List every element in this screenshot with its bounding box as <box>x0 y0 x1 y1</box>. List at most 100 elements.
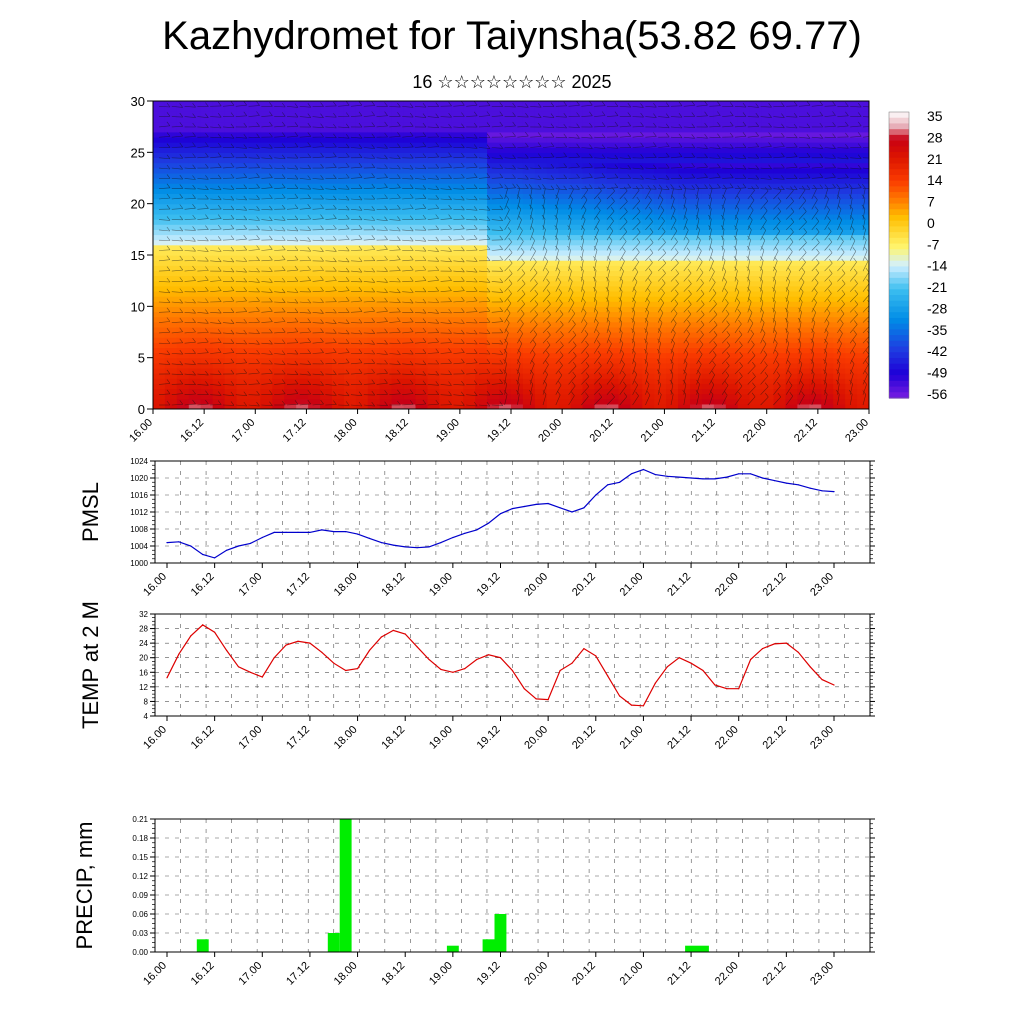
temperature-cell <box>845 296 858 302</box>
temperature-cell <box>415 239 429 246</box>
temperature-cell <box>439 265 452 271</box>
temperature-cell <box>630 244 643 251</box>
temperature-cell <box>725 311 739 318</box>
temperature-cell <box>546 316 560 323</box>
temperature-cell <box>618 388 631 395</box>
wind-barb-flag <box>281 255 286 260</box>
wind-barb <box>299 188 311 190</box>
temperature-cell <box>654 301 667 307</box>
temperature-cell <box>570 301 584 307</box>
temperature-cell <box>713 352 727 359</box>
temperature-cell <box>833 188 846 194</box>
wind-barb <box>299 229 311 231</box>
temperature-cell <box>737 162 751 169</box>
temperature-cell <box>320 121 333 128</box>
temperature-cell <box>773 249 787 256</box>
temperature-cell <box>725 136 739 143</box>
temperature-cell <box>558 265 572 271</box>
temperature-cell <box>272 229 285 236</box>
temperature-cell <box>355 342 369 348</box>
temperature-cell <box>654 116 667 123</box>
temperature-cell <box>153 167 166 174</box>
temperature-cell <box>701 306 715 313</box>
temperature-cell <box>606 265 619 271</box>
wind-barb <box>222 239 235 241</box>
wind-barb-flag <box>205 359 209 365</box>
temperature-cell <box>713 306 727 313</box>
wind-barb-flag <box>435 102 440 107</box>
wind-barb-flag <box>230 358 235 363</box>
temperature-cell <box>642 188 655 194</box>
temperature-cell <box>415 373 429 379</box>
temperature-cell <box>391 352 405 359</box>
temperature-cell <box>415 183 429 189</box>
temperature-cell <box>272 121 285 128</box>
temperature-cell <box>248 393 261 400</box>
temperature-cell <box>343 321 357 328</box>
temperature-cell <box>737 265 751 271</box>
temperature-cell <box>511 301 524 307</box>
temperature-cell <box>785 101 798 107</box>
temperature-cell <box>379 383 393 390</box>
temperature-cell <box>236 357 250 364</box>
temperature-cell <box>475 347 488 354</box>
wind-barb-flag <box>205 204 209 209</box>
temperature-cell <box>582 239 596 246</box>
temperature-cell <box>176 306 190 313</box>
wind-barb <box>414 331 427 334</box>
wind-barb <box>363 353 375 355</box>
temperature-cell <box>690 111 703 117</box>
temperature-cell <box>713 219 727 225</box>
temperature-cell <box>797 249 810 256</box>
temperature-cell <box>690 285 703 292</box>
wind-barb-flag <box>409 360 414 366</box>
temperature-cell <box>737 219 751 225</box>
temperature-cell <box>188 224 202 230</box>
wind-barb-flag <box>409 204 414 209</box>
temperature-cell <box>463 342 476 348</box>
temperature-cell <box>857 229 869 236</box>
wind-barb-flag <box>230 277 235 282</box>
temperature-cell <box>678 126 691 133</box>
temperature-cell <box>534 142 548 148</box>
wind-barb-flag <box>345 246 350 252</box>
wind-barb-flag <box>333 359 337 364</box>
wind-barb <box>286 106 298 108</box>
temperature-cell <box>487 121 500 128</box>
temperature-cell <box>558 337 572 343</box>
temperature-cell <box>176 378 190 384</box>
temperature-cell <box>713 198 727 205</box>
temperature-cell <box>236 362 250 369</box>
temperature-cell <box>797 357 810 364</box>
wind-barb <box>389 393 401 395</box>
wind-barb-flag <box>409 226 414 232</box>
temperature-cell <box>164 167 178 174</box>
temperature-cell <box>713 321 727 328</box>
temperature-cell <box>200 116 214 123</box>
temperature-cell <box>594 239 608 246</box>
temperature-cell <box>200 352 214 359</box>
temperature-cell <box>773 121 787 128</box>
temperature-cell <box>701 388 715 395</box>
temperature-cell <box>343 255 357 261</box>
wind-barb-flag <box>243 369 248 374</box>
wind-barb-flag <box>217 247 222 252</box>
temperature-cell <box>690 121 703 128</box>
temperature-cell <box>403 198 417 205</box>
temperature-cell <box>200 403 214 409</box>
temperature-cell <box>391 229 405 236</box>
temperature-cell <box>701 280 715 287</box>
temperature-cell <box>701 121 715 128</box>
wind-barb-flag <box>269 359 273 365</box>
temperature-cell <box>427 126 440 133</box>
temperature-cell <box>618 275 631 282</box>
temperature-cell <box>546 193 560 200</box>
temperature-cell <box>618 167 631 174</box>
temperature-cell <box>212 167 226 174</box>
temperature-cell <box>534 290 548 297</box>
wind-barb-flag <box>320 319 324 324</box>
temperature-cell <box>284 311 297 318</box>
wind-barb-flag <box>320 359 324 365</box>
temperature-cell <box>320 111 333 117</box>
temperature-cell <box>153 403 166 409</box>
